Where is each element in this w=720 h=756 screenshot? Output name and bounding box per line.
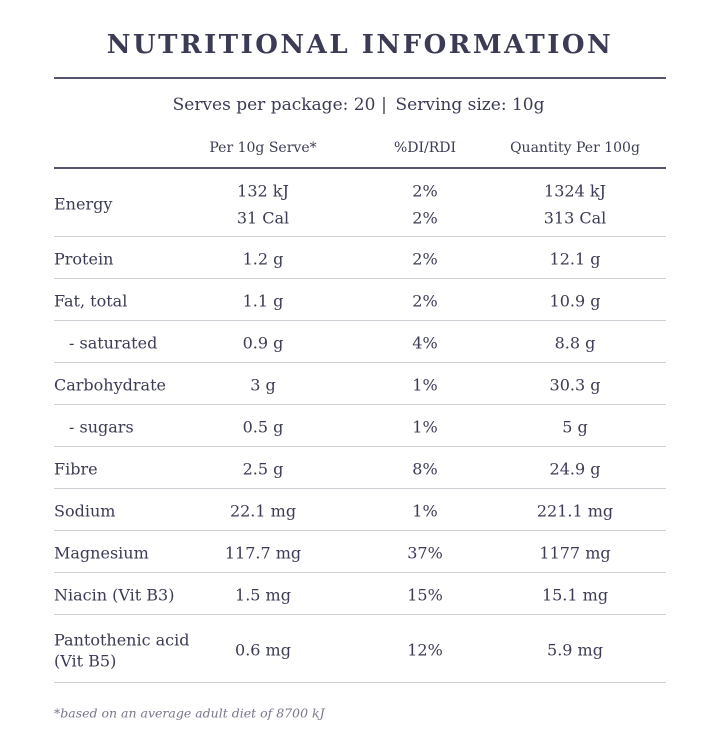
row-rule: [54, 446, 666, 447]
row-rule: [54, 404, 666, 405]
cell-per100: 221.1 mg: [536, 501, 614, 521]
cell-serve: 22.1 mg: [229, 501, 297, 521]
title: NUTRITIONAL INFORMATION: [106, 30, 614, 60]
cell-serve: 132 kJ: [237, 181, 289, 200]
cell-per100: 1177 mg: [539, 543, 611, 563]
cell-serve: 3 g: [250, 375, 276, 395]
cell-di: 12%: [407, 640, 443, 660]
cell-di: 2%: [412, 249, 438, 269]
row-label: Fat, total: [54, 291, 128, 311]
cell-per100: 12.1 g: [549, 249, 601, 269]
cell-serve: 117.7 mg: [224, 543, 302, 563]
row-rule: [54, 488, 666, 489]
cell-per100: 1324 kJ: [544, 181, 606, 200]
row-label: Magnesium: [54, 543, 149, 563]
cell-di: 15%: [407, 585, 443, 605]
cell-serve: 31 Cal: [236, 208, 290, 227]
row-label: - saturated: [69, 333, 158, 353]
row-label: Niacin (Vit B3): [54, 585, 175, 605]
cell-serve: 1.2 g: [242, 249, 284, 269]
row-label: Sodium: [54, 501, 116, 521]
row-rule: [54, 572, 666, 573]
cell-di: 8%: [412, 459, 438, 479]
cell-per100: 24.9 g: [549, 459, 601, 479]
serving-size: Serving size: 10g: [395, 95, 545, 115]
row-label: (Vit B5): [54, 651, 117, 670]
cell-di: 4%: [412, 333, 438, 353]
cell-per100: 30.3 g: [549, 375, 601, 395]
cell-serve: 0.5 g: [242, 417, 284, 437]
cell-per100: 15.1 mg: [541, 585, 609, 605]
row-rule: [54, 614, 666, 615]
row-label: Fibre: [54, 459, 98, 479]
column-header: Quantity Per 100g: [510, 140, 640, 156]
cell-serve: 2.5 g: [242, 459, 284, 479]
header-rule: [54, 167, 666, 169]
row-rule: [54, 362, 666, 363]
row-rule: [54, 530, 666, 531]
cell-di: 2%: [412, 291, 438, 311]
cell-per100: 5 g: [562, 417, 588, 437]
row-label: Carbohydrate: [54, 375, 166, 395]
row-label: - sugars: [69, 417, 134, 437]
row-label: Pantothenic acid: [54, 630, 190, 649]
separator: |: [381, 95, 387, 115]
cell-serve: 0.9 g: [242, 333, 284, 353]
row-label: Protein: [54, 249, 114, 269]
cell-per100: 8.8 g: [554, 333, 596, 353]
cell-di: 2%: [412, 181, 438, 200]
serves: Serves per package: 20: [172, 95, 376, 115]
title-rule: [54, 77, 666, 79]
row-rule: [54, 320, 666, 321]
cell-per100: 313 Cal: [543, 208, 607, 227]
cell-di: 37%: [407, 543, 443, 563]
cell-serve: 1.5 mg: [235, 585, 291, 605]
column-header: %DI/RDI: [393, 140, 457, 156]
column-header: Per 10g Serve*: [209, 140, 317, 156]
cell-di: 2%: [412, 208, 438, 227]
row-label: Energy: [54, 194, 113, 214]
row-rule: [54, 278, 666, 279]
row-rule: [54, 682, 666, 683]
cell-per100: 10.9 g: [549, 291, 601, 311]
footnote: *based on an average adult diet of 8700 …: [54, 705, 325, 721]
cell-di: 1%: [412, 501, 438, 521]
cell-di: 1%: [412, 375, 438, 395]
row-rule: [54, 236, 666, 237]
cell-serve: 0.6 mg: [235, 640, 291, 660]
cell-di: 1%: [412, 417, 438, 437]
cell-serve: 1.1 g: [242, 291, 284, 311]
cell-per100: 5.9 mg: [547, 640, 603, 660]
